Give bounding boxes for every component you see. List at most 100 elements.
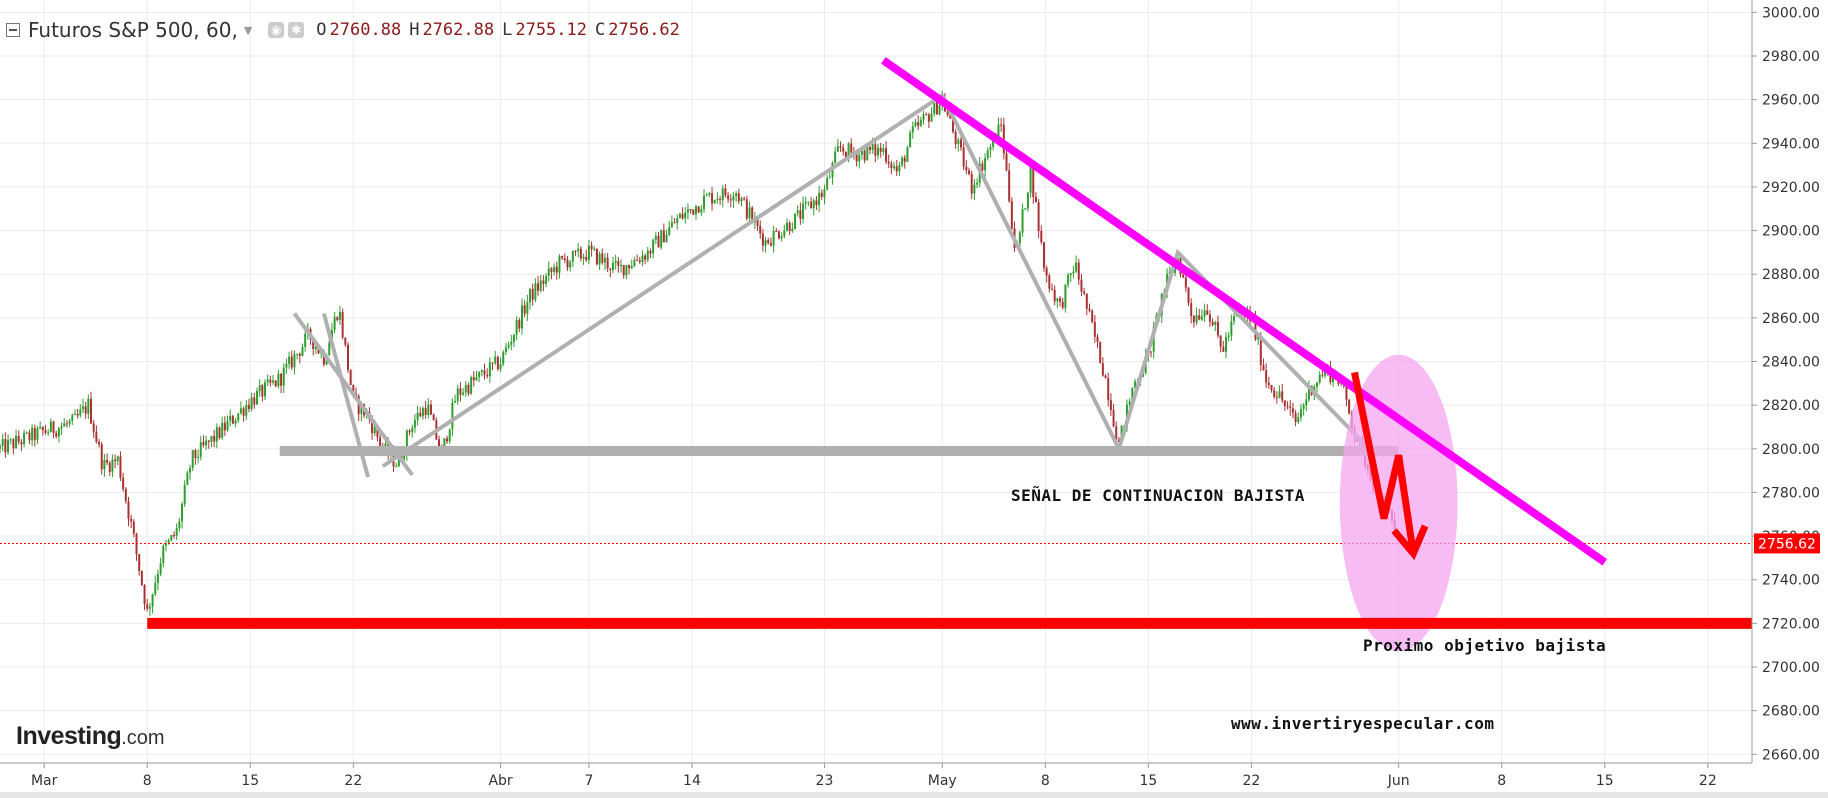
candle-body <box>558 256 561 273</box>
candle-body <box>1262 365 1265 371</box>
candle-body <box>1093 321 1096 337</box>
eye-icon[interactable]: ◉ <box>268 22 285 38</box>
candle-body <box>17 435 20 442</box>
candle-body <box>4 439 7 453</box>
candle-body <box>143 584 146 605</box>
candle-body <box>344 337 347 345</box>
candle-body <box>221 422 224 438</box>
candle-body <box>534 283 537 300</box>
candle-body <box>649 250 652 254</box>
candle-body <box>499 364 502 370</box>
candle-body <box>1083 291 1086 294</box>
candle-body <box>542 280 545 284</box>
x-tick-label: 8 <box>143 773 152 789</box>
ohlc-low: L 2755.12 <box>502 20 587 40</box>
candle-body <box>183 484 186 504</box>
candle-body <box>1195 315 1198 323</box>
candle-body <box>1227 335 1230 337</box>
candle-body <box>957 139 960 145</box>
candle-body <box>379 437 382 447</box>
y-tick-label: 2780.00 <box>1762 485 1820 501</box>
chevron-down-icon[interactable]: ▼ <box>243 23 253 37</box>
candle-body <box>665 234 668 243</box>
candle-body <box>1222 346 1225 352</box>
candle-body <box>681 213 684 219</box>
candle-body <box>413 419 416 428</box>
candle-body <box>250 397 253 409</box>
collapse-icon[interactable] <box>6 23 20 37</box>
x-tick-label: Abr <box>488 773 512 789</box>
symbol-title[interactable]: Futuros S&P 500, 60, <box>28 18 238 42</box>
candle-body <box>336 317 339 321</box>
candle-body <box>769 243 772 246</box>
candle-body <box>1104 375 1107 379</box>
candle-body <box>716 198 719 201</box>
candle-body <box>459 388 462 395</box>
candle-body <box>529 288 532 303</box>
candle-body <box>296 353 299 355</box>
candle-body <box>571 250 574 262</box>
candle-body <box>646 250 649 260</box>
candle-body <box>791 229 794 232</box>
y-tick-label: 2960.00 <box>1762 93 1820 109</box>
candle-body <box>1075 262 1078 272</box>
candle-body <box>1034 196 1037 203</box>
ohlc-open: O 2760.88 <box>316 20 402 40</box>
candle-body <box>288 356 291 364</box>
candle-body <box>1064 284 1067 308</box>
x-tick-label: 8 <box>1041 773 1050 789</box>
candle-body <box>850 143 853 153</box>
candle-body <box>247 404 250 409</box>
candle-body <box>638 260 641 262</box>
x-tick-label: 22 <box>1699 773 1717 789</box>
candle-body <box>839 146 842 148</box>
candle-body <box>60 426 63 429</box>
candle-body <box>1088 308 1091 311</box>
candle-body <box>1045 267 1048 276</box>
candle-body <box>1128 401 1131 405</box>
candle-body <box>202 442 205 446</box>
x-tick-label: 8 <box>1497 773 1506 789</box>
candle-body <box>818 192 821 206</box>
candle-body <box>735 193 738 197</box>
candle-body <box>579 248 582 259</box>
candle-body <box>984 158 987 171</box>
candle-body <box>858 154 861 162</box>
candle-body <box>1265 370 1268 383</box>
candle-body <box>234 420 237 424</box>
candle-body <box>376 426 379 438</box>
candle-body <box>231 415 234 424</box>
candle-body <box>81 406 84 410</box>
candle-body <box>154 582 157 595</box>
candle-body <box>512 334 515 342</box>
candle-body <box>933 101 936 114</box>
candle-body <box>745 199 748 219</box>
candle-body <box>962 147 965 167</box>
candle-body <box>1289 406 1292 409</box>
candle-body <box>314 346 317 349</box>
candle-body <box>108 462 111 472</box>
candle-body <box>1053 289 1056 302</box>
candle-body <box>1254 317 1257 340</box>
candle-body <box>1206 310 1209 315</box>
chart-drawings <box>0 57 1752 652</box>
candle-body <box>395 466 398 468</box>
gear-icon[interactable]: ✱ <box>288 22 305 38</box>
candle-body <box>253 397 256 405</box>
candle-body <box>593 248 596 250</box>
candle-body <box>475 377 478 381</box>
x-tick-label: 23 <box>816 773 834 789</box>
investing-logo: Investing.com <box>16 722 165 750</box>
candle-body <box>1059 298 1062 302</box>
candle-body <box>1005 153 1008 171</box>
candle-body <box>486 374 489 377</box>
candle-body <box>346 344 349 370</box>
candle-body <box>1091 310 1094 322</box>
candle-body <box>140 571 143 585</box>
candle-body <box>135 533 138 555</box>
candle-body <box>424 408 427 415</box>
candle-body <box>828 177 831 179</box>
candle-body <box>181 503 184 522</box>
